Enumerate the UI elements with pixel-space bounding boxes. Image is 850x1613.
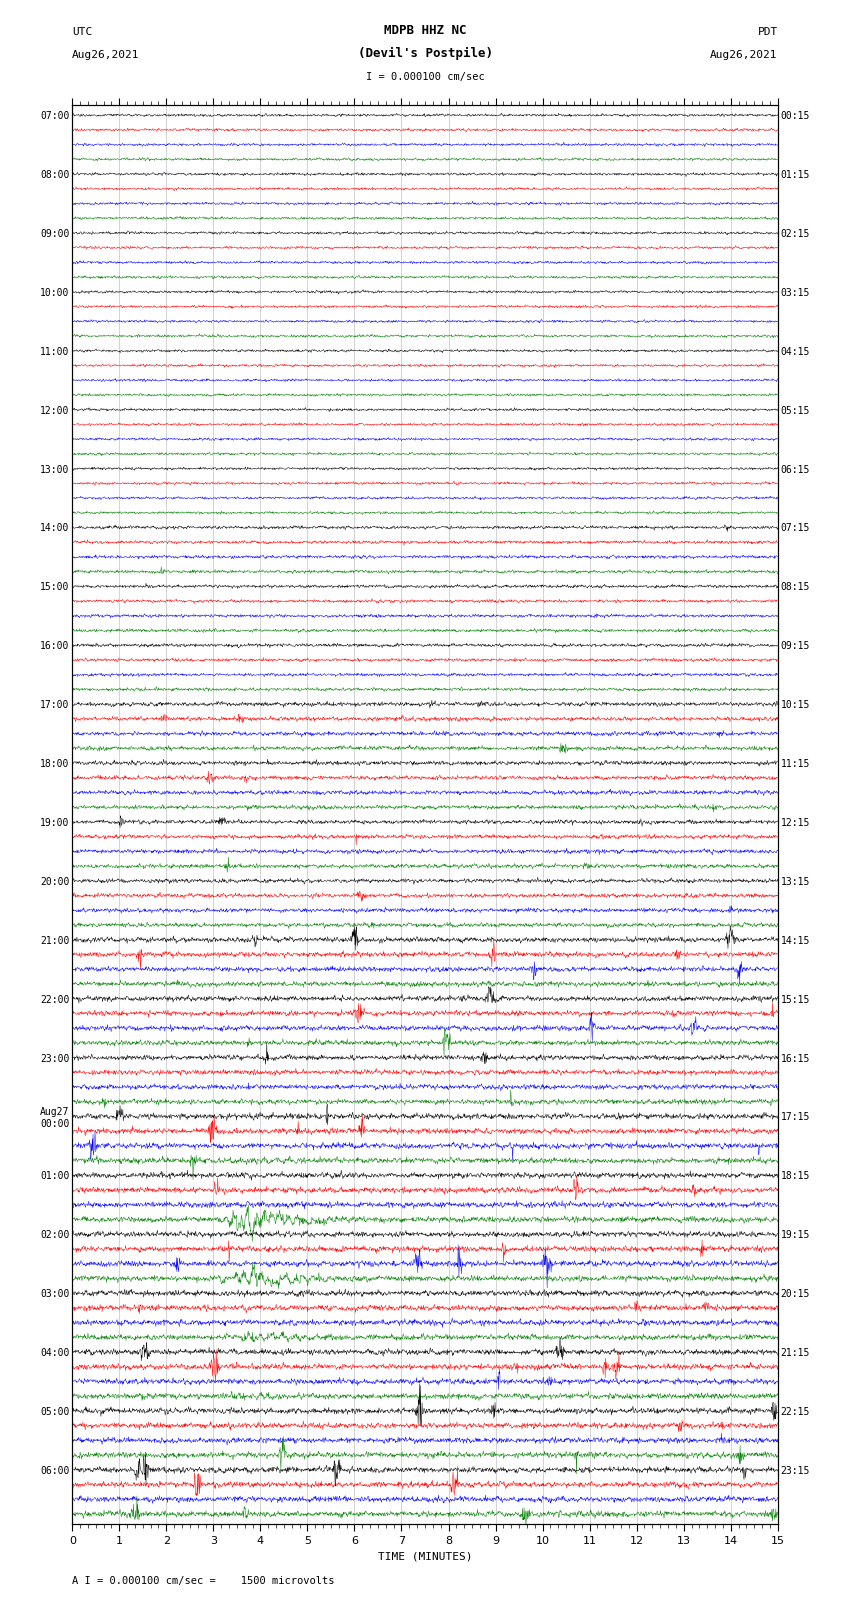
Text: (Devil's Postpile): (Devil's Postpile) — [358, 47, 492, 60]
Text: MDPB HHZ NC: MDPB HHZ NC — [383, 24, 467, 37]
Text: Aug26,2021: Aug26,2021 — [72, 50, 139, 60]
Text: UTC: UTC — [72, 27, 93, 37]
Text: A I = 0.000100 cm/sec =    1500 microvolts: A I = 0.000100 cm/sec = 1500 microvolts — [72, 1576, 335, 1586]
Text: Aug26,2021: Aug26,2021 — [711, 50, 778, 60]
Text: I = 0.000100 cm/sec: I = 0.000100 cm/sec — [366, 73, 484, 82]
Text: PDT: PDT — [757, 27, 778, 37]
X-axis label: TIME (MINUTES): TIME (MINUTES) — [377, 1552, 473, 1561]
